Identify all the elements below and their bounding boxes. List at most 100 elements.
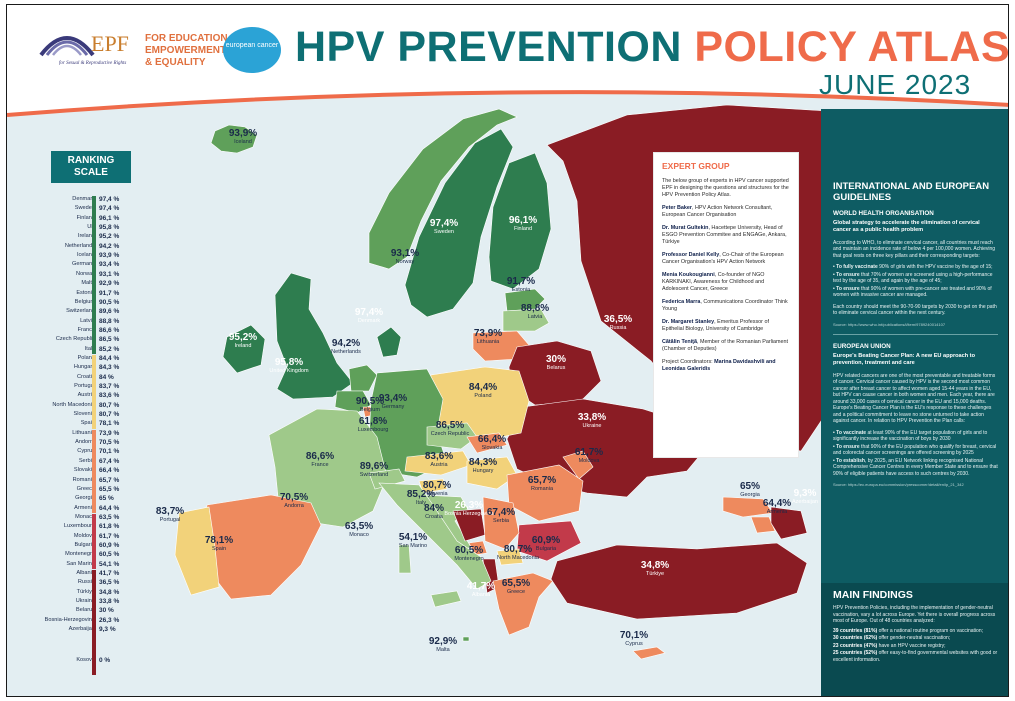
country-turkiye[interactable] [550, 542, 808, 620]
ranking-color-bar [92, 354, 96, 429]
epf-logo: EPF for Sexual & Reproductive Rights [37, 25, 137, 71]
ranking-country: Armenia [74, 504, 95, 511]
ranking-row: Belgium 90,5 % [7, 298, 137, 307]
country-italy-sardinia[interactable] [398, 544, 412, 574]
ranking-row: North Macedonia 80,7 % [7, 401, 137, 410]
expert-member: Federica Marra, Communications Coordinat… [662, 299, 790, 313]
expert-name: Dr. Margaret Stanley [662, 319, 715, 325]
country-cyprus[interactable] [632, 646, 666, 660]
map-label: 89,6% Switzerland [360, 462, 388, 479]
ranking-country: Netherlands [64, 242, 95, 249]
map-label-country: Bosnia Herzegovina [444, 511, 494, 517]
map-label: 54,1% San Marino [399, 533, 427, 550]
country-sweden[interactable] [404, 128, 514, 318]
map-label-value: 65,5% [501, 578, 531, 589]
country-norway[interactable] [368, 108, 518, 270]
map-label-country: United Kingdom [269, 368, 309, 374]
ranking-score: 93,1 % [99, 270, 120, 278]
ranking-title-line: RANKING [67, 155, 115, 166]
map-label-country: Cyprus [625, 641, 643, 647]
country-italy-sicily[interactable] [430, 590, 462, 608]
map-label: 91,7% Estonia [507, 277, 535, 294]
country-serbia[interactable] [482, 496, 520, 550]
ranking-score: 88,8 % [99, 317, 120, 325]
map-label: 64,4% Armenia [763, 499, 791, 516]
country-austria[interactable] [404, 450, 472, 476]
map-label: 65% Georgia [740, 482, 760, 499]
country-france[interactable] [268, 408, 388, 528]
map-label: 80,7% Slovenia [423, 481, 451, 498]
finding-item: 30 countries (62%) offer gender-neutral … [833, 635, 998, 642]
map-label: 66,4% Slovakia [478, 435, 506, 452]
map-label: 33,8% Ukraine [578, 413, 606, 430]
map-label-country: San Marino [398, 543, 428, 549]
map-label-country: Poland [474, 393, 492, 399]
ranking-score: 80,7 % [99, 401, 120, 409]
map-label-country: Latvia [527, 314, 543, 320]
map-label-country: Azerbaijan [792, 499, 818, 505]
map-label-value: 61,7% [574, 447, 604, 458]
map-label-country: Türkiye [645, 571, 665, 577]
map-label-value: 54,1% [398, 532, 428, 543]
ranking-row: Austria 83,6 % [7, 391, 137, 400]
map-label-country: Russia [609, 325, 627, 331]
country-portugal[interactable] [174, 506, 220, 596]
finding-text: offer gender-neutral vaccination; [877, 635, 951, 641]
ranking-country: Bosnia-Herzegovina [44, 616, 95, 623]
country-ireland[interactable] [222, 324, 266, 374]
ranking-score: 86,6 % [99, 326, 120, 334]
country-estonia[interactable] [504, 288, 546, 312]
country-greece[interactable] [492, 572, 554, 636]
ranking-country: Malta [81, 280, 95, 287]
ranking-color-bar [92, 570, 96, 676]
country-switzerland[interactable] [368, 468, 406, 490]
ranking-row: Norway 93,1 % [7, 270, 137, 279]
country-italy[interactable] [378, 482, 492, 590]
expert-name: Peter Baker [662, 205, 692, 211]
map-label-country: Romania [530, 486, 554, 492]
country-hungary[interactable] [466, 456, 518, 490]
ranking-score: 96,1 % [99, 214, 120, 222]
country-montenegro[interactable] [468, 540, 488, 556]
country-slovakia[interactable] [466, 432, 508, 454]
ranking-country: Kosovo [76, 657, 95, 664]
country-netherlands[interactable] [348, 364, 378, 392]
finding-item: 25 countries (52%) offer easy-to-find go… [833, 650, 998, 663]
finding-text: offer a national routine program on vacc… [877, 627, 983, 634]
ranking-color-bar [92, 196, 96, 354]
bullet-text: at least 90% of the EU target population… [833, 429, 988, 443]
map-label: 93,4% Germany [379, 394, 407, 411]
map-label-value: 88,8% [520, 303, 550, 314]
country-georgia[interactable] [722, 496, 774, 518]
country-denmark[interactable] [376, 326, 402, 358]
country-finland[interactable] [488, 152, 552, 290]
ranking-score: 60,5 % [99, 551, 120, 559]
country-azerbaijan[interactable] [770, 506, 808, 540]
map-label: 34,8% Türkiye [641, 561, 669, 578]
project-coordinators: Project Coordinators: Marina Davidashvil… [662, 359, 790, 373]
country-malta[interactable] [462, 636, 470, 642]
country-iceland[interactable] [210, 124, 258, 154]
country-czech-republic[interactable] [426, 422, 478, 450]
ranking-country: Georgia [75, 495, 95, 502]
ranking-row: Germany 93,4 % [7, 260, 137, 269]
finding-count: 39 countries (81%) [833, 627, 878, 634]
findings-list: 39 countries (81%) offer a national rout… [833, 628, 998, 664]
map-label: 85,2% Italy [407, 490, 435, 507]
findings-title: MAIN FINDINGS [833, 589, 913, 601]
map-label-country: Albania [471, 592, 491, 598]
map-label: 95,8% United Kingdom [269, 358, 308, 375]
country-armenia[interactable] [750, 516, 776, 534]
country-bulgaria[interactable] [516, 520, 582, 562]
map-label-value: 34,8% [640, 560, 670, 571]
country-north-macedonia[interactable] [496, 548, 524, 566]
country-latvia[interactable] [502, 308, 550, 332]
map-label: 94,2% Netherlands [331, 339, 361, 356]
map-label: 90,5% Belgium [356, 397, 384, 414]
country-moldova[interactable] [562, 450, 594, 480]
map-label-country: Malta [436, 647, 450, 653]
map-label-country: Denmark [357, 318, 381, 324]
ranking-score: 61,8 % [99, 523, 120, 531]
ranking-country: Slovenia [73, 411, 95, 418]
ranking-country: Poland [77, 354, 95, 361]
